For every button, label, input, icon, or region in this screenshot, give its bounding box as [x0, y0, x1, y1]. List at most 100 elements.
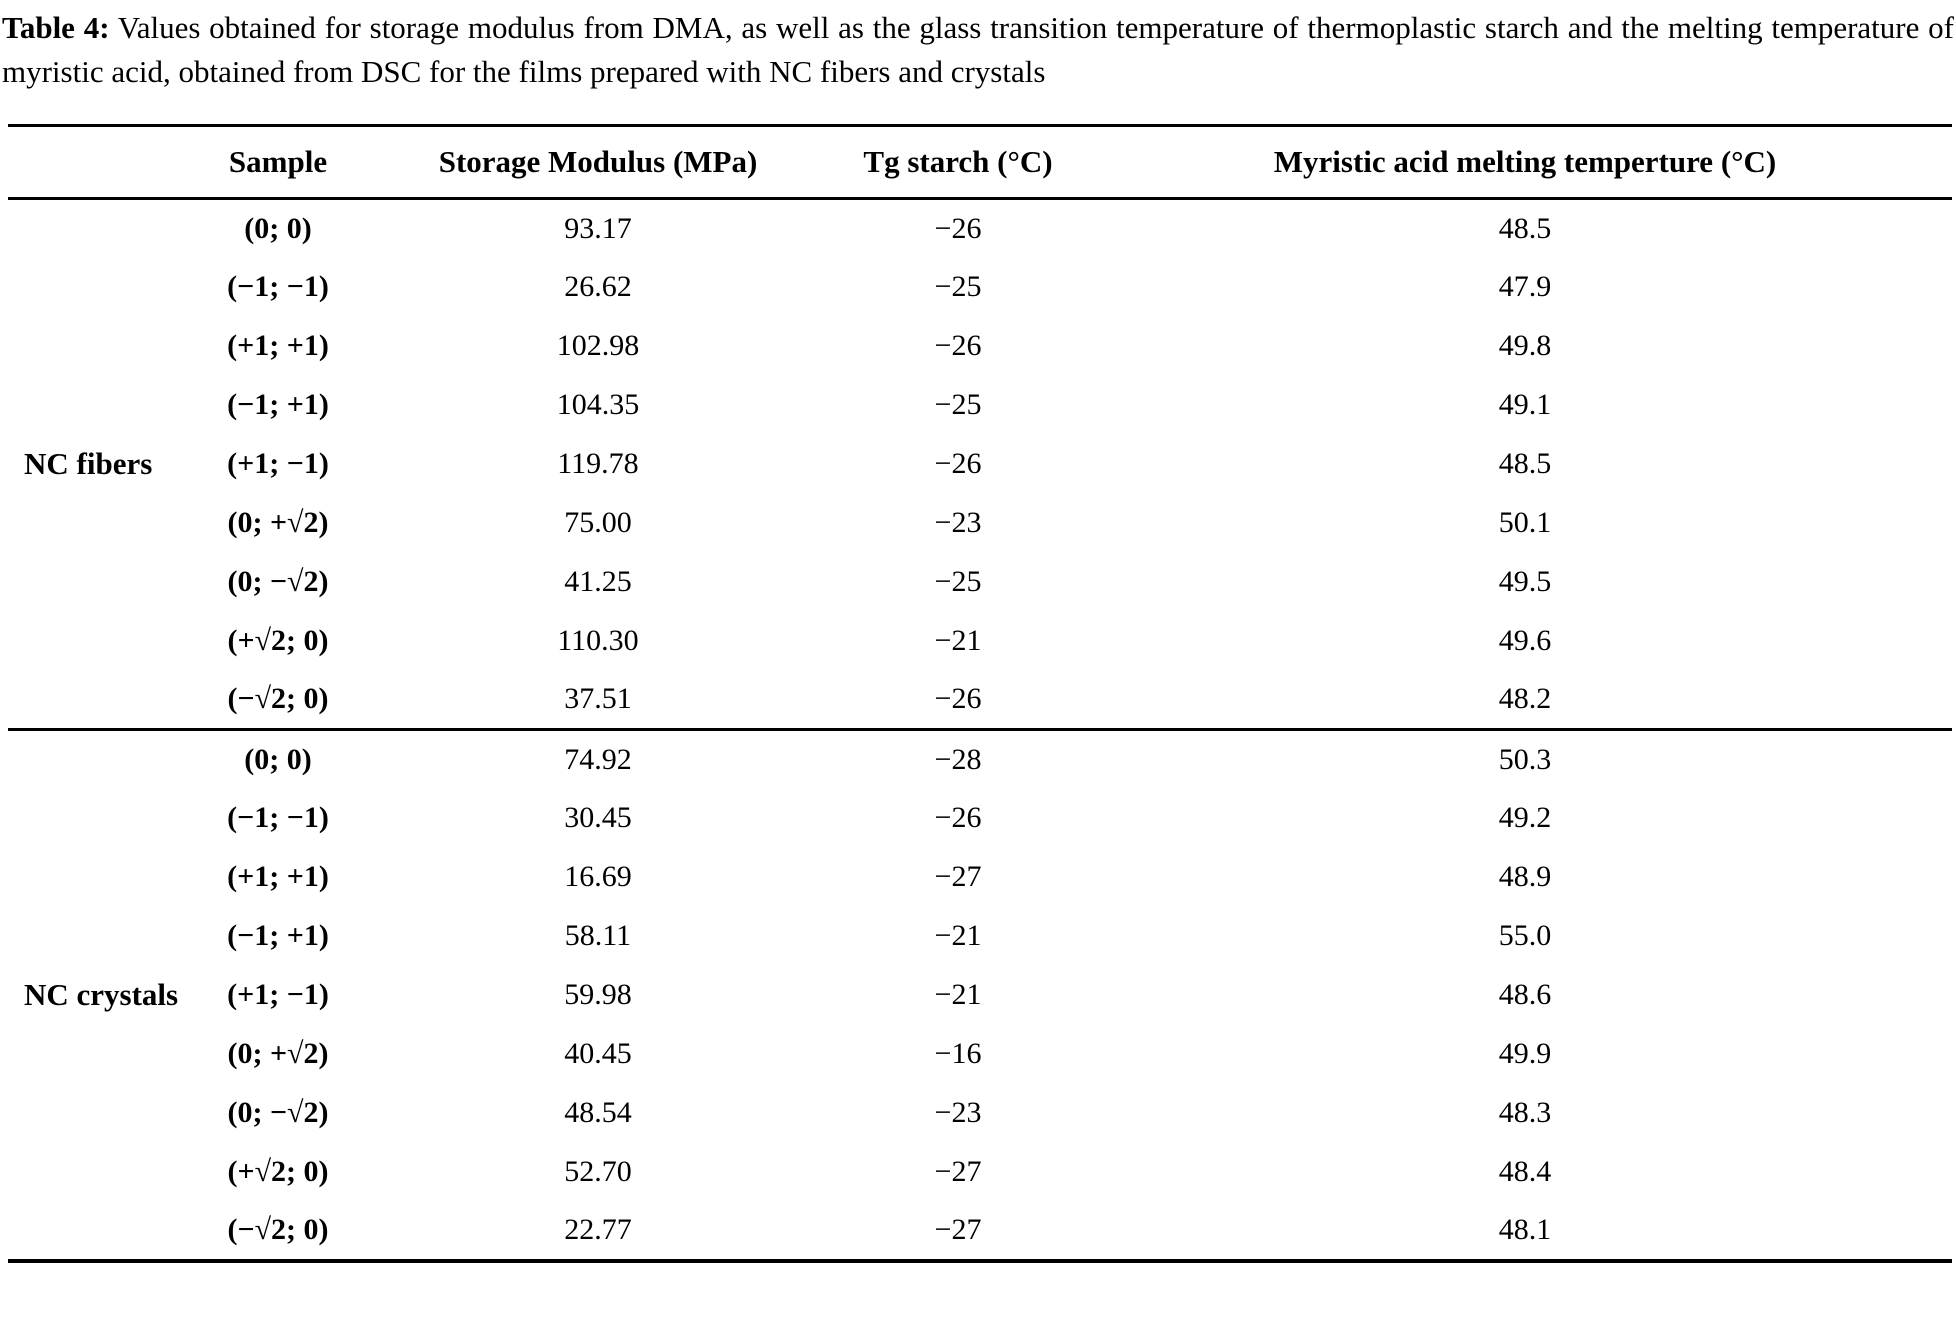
cell-tg-starch: −25 — [934, 270, 982, 303]
cell-storage-modulus: 74.92 — [378, 728, 818, 789]
table-row: (−1; +1) 104.35 −25 49.1 — [8, 376, 1952, 435]
cell-sample: (+√2; 0) — [227, 1155, 329, 1188]
cell-sample: (−1; −1) — [227, 270, 329, 303]
cell-storage-modulus: 75.00 — [564, 506, 632, 539]
cell-tg-starch: −27 — [934, 1213, 982, 1246]
table-row: (−√2; 0) 22.77 −27 48.1 — [8, 1202, 1952, 1261]
table-row: (+√2; 0) 52.70 −27 48.4 — [8, 1143, 1952, 1202]
cell-tg-starch: −28 — [818, 728, 1098, 789]
cell-sample: (0; −√2) — [227, 1096, 329, 1129]
table-header-row: Sample Storage Modulus (MPa) Tg starch (… — [8, 125, 1952, 200]
cell-myristic-melting: 49.9 — [1498, 1037, 1552, 1070]
cell-myristic-melting: 48.3 — [1498, 1096, 1552, 1129]
cell-sample: (−1; −1) — [227, 801, 329, 834]
cell-tg-starch: −23 — [934, 1096, 982, 1129]
cell-myristic-melting: 55.0 — [1498, 919, 1552, 952]
row-group-label: NC crystals — [8, 728, 178, 1261]
cell-myristic-melting: 48.2 — [1498, 682, 1552, 716]
cell-sample: (0; +√2) — [227, 506, 329, 539]
cell-sample: (+1; −1) — [227, 978, 329, 1011]
header-sample: Sample — [178, 125, 378, 200]
cell-tg-starch: −26 — [934, 211, 982, 245]
cell-myristic-melting: 49.8 — [1498, 329, 1552, 362]
cell-myristic-melting: 49.1 — [1498, 388, 1552, 421]
cell-sample: (+√2; 0) — [227, 624, 329, 657]
cell-storage-modulus: 52.70 — [564, 1155, 632, 1188]
header-tg-starch: Tg starch (°C) — [818, 125, 1098, 200]
table-row: (−1; +1) 58.11 −21 55.0 — [8, 907, 1952, 966]
cell-sample: (0; +√2) — [227, 1037, 329, 1070]
cell-sample: (0; 0) — [244, 211, 312, 245]
cell-storage-modulus: 26.62 — [564, 270, 632, 303]
cell-storage-modulus: 30.45 — [564, 801, 632, 834]
cell-myristic-melting: 50.1 — [1498, 506, 1552, 539]
cell-myristic-melting: 48.1 — [1498, 1213, 1552, 1246]
table-row: (−√2; 0) 37.51 −26 48.2 — [8, 671, 1952, 730]
cell-storage-modulus: 16.69 — [564, 860, 632, 893]
cell-myristic-melting: 50.3 — [1098, 728, 1952, 789]
cell-tg-starch: −23 — [934, 506, 982, 539]
table-row: (+1; −1) 119.78 −26 48.5 — [8, 435, 1952, 494]
row-group-label: NC fibers — [24, 446, 153, 481]
table-caption: Table 4: Values obtained for storage mod… — [2, 6, 1954, 94]
table-row: NC crystals (0; 0) 74.92 −28 50.3 — [8, 728, 1952, 1261]
cell-tg-starch: −25 — [934, 565, 982, 598]
cell-tg-starch: −25 — [934, 388, 982, 421]
cell-storage-modulus: 37.51 — [564, 682, 632, 716]
cell-tg-starch: −27 — [934, 1155, 982, 1188]
cell-tg-starch: −26 — [934, 447, 982, 480]
table-row: (−1; −1) 30.45 −26 49.2 — [8, 789, 1952, 848]
table-row: (−1; −1) 26.62 −25 47.9 — [8, 258, 1952, 317]
cell-sample: (0; −√2) — [227, 565, 329, 598]
table-row: NC fibers (0; 0) 93.17 −26 48.5 — [8, 199, 1952, 481]
cell-tg-starch: −21 — [934, 624, 982, 657]
cell-storage-modulus: 58.11 — [564, 919, 632, 952]
cell-storage-modulus: 41.25 — [564, 565, 632, 598]
cell-myristic-melting: 49.6 — [1498, 624, 1552, 657]
cell-myristic-melting: 49.5 — [1498, 565, 1552, 598]
table-row: (+√2; 0) 110.30 −21 49.6 — [8, 612, 1952, 671]
cell-storage-modulus: 110.30 — [557, 624, 639, 657]
header-myristic-melting: Myristic acid melting temperture (°C) — [1098, 125, 1952, 200]
table-caption-text: Values obtained for storage modulus from… — [2, 10, 1954, 89]
cell-tg-starch: −16 — [934, 1037, 982, 1070]
cell-sample: (+1; +1) — [227, 860, 329, 893]
cell-myristic-melting: 48.5 — [1498, 447, 1552, 480]
cell-sample: (−1; +1) — [227, 388, 329, 421]
cell-sample: (0; 0) — [178, 728, 378, 789]
cell-myristic-melting: 47.9 — [1498, 270, 1552, 303]
cell-storage-modulus: 102.98 — [556, 329, 640, 362]
cell-sample: (+1; −1) — [227, 447, 329, 480]
table-row: (0; +√2) 40.45 −16 49.9 — [8, 1025, 1952, 1084]
header-group-spacer — [8, 125, 178, 200]
cell-sample: (−√2; 0) — [227, 682, 329, 716]
table-body-nc-fibers: NC fibers (0; 0) 93.17 −26 48.5 (−1; −1) 26.62… — [8, 199, 1952, 730]
cell-storage-modulus: 119.78 — [557, 447, 639, 480]
cell-storage-modulus: 104.35 — [556, 388, 640, 421]
cell-myristic-melting: 49.2 — [1498, 801, 1552, 834]
cell-tg-starch: −27 — [934, 860, 982, 893]
cell-tg-starch: −21 — [934, 919, 982, 952]
cell-myristic-melting: 48.5 — [1498, 211, 1552, 245]
cell-myristic-melting: 48.4 — [1498, 1155, 1552, 1188]
cell-tg-starch: −21 — [934, 978, 982, 1011]
table-body-nc-crystals: NC crystals (0; 0) 74.92 −28 50.3 (−1; −1) 30.… — [8, 728, 1952, 1261]
cell-storage-modulus: 48.54 — [564, 1096, 632, 1129]
cell-tg-starch: −26 — [934, 329, 982, 362]
cell-storage-modulus: 59.98 — [564, 978, 632, 1011]
cell-storage-modulus: 40.45 — [564, 1037, 632, 1070]
cell-storage-modulus: 93.17 — [564, 211, 632, 245]
table-row: (0; +√2) 75.00 −23 50.1 — [8, 494, 1952, 553]
table-caption-label: Table 4: — [2, 10, 110, 45]
table-row: (+1; +1) 102.98 −26 49.8 — [8, 317, 1952, 376]
cell-sample: (−1; +1) — [227, 919, 329, 952]
cell-storage-modulus: 22.77 — [564, 1213, 632, 1246]
table-row: (+1; +1) 16.69 −27 48.9 — [8, 848, 1952, 907]
table-row: (+1; −1) 59.98 −21 48.6 — [8, 966, 1952, 1025]
cell-myristic-melting: 48.6 — [1498, 978, 1552, 1011]
cell-tg-starch: −26 — [934, 801, 982, 834]
table-header: Sample Storage Modulus (MPa) Tg starch (… — [8, 125, 1952, 200]
cell-tg-starch: −26 — [934, 682, 982, 716]
cell-sample: (−√2; 0) — [227, 1213, 329, 1246]
